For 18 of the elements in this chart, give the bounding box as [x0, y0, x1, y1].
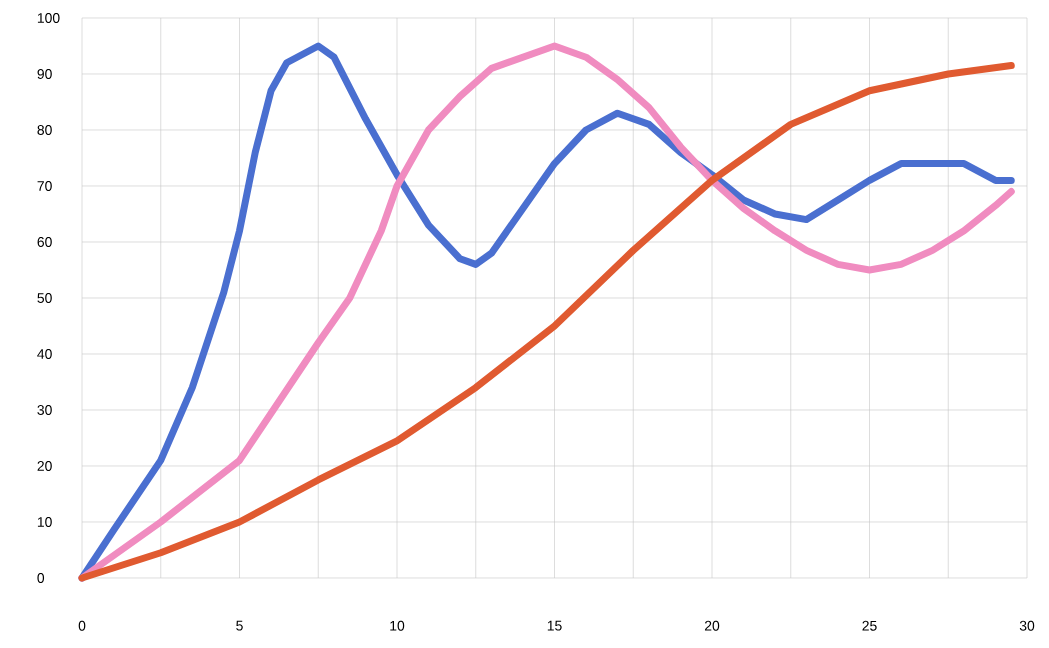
y-tick-label: 50 — [37, 293, 52, 303]
y-tick-label: 10 — [37, 517, 52, 527]
x-tick-label: 10 — [390, 620, 405, 631]
x-tick-label: 25 — [862, 620, 877, 631]
y-tick-label: 100 — [37, 13, 60, 23]
x-tick-label: 15 — [547, 620, 562, 631]
y-tick-label: 90 — [37, 69, 52, 79]
y-tick-label: 0 — [37, 573, 45, 583]
y-tick-label: 30 — [37, 405, 52, 415]
y-tick-label: 40 — [37, 349, 52, 359]
y-tick-label: 80 — [37, 125, 52, 135]
x-tick-label: 30 — [1019, 620, 1035, 631]
x-tick-label: 20 — [704, 620, 720, 631]
y-tick-label: 20 — [37, 461, 52, 471]
y-tick-label: 60 — [37, 237, 52, 247]
x-tick-label: 5 — [236, 620, 243, 631]
y-tick-label: 70 — [37, 181, 52, 191]
x-tick-label: 0 — [78, 620, 86, 631]
